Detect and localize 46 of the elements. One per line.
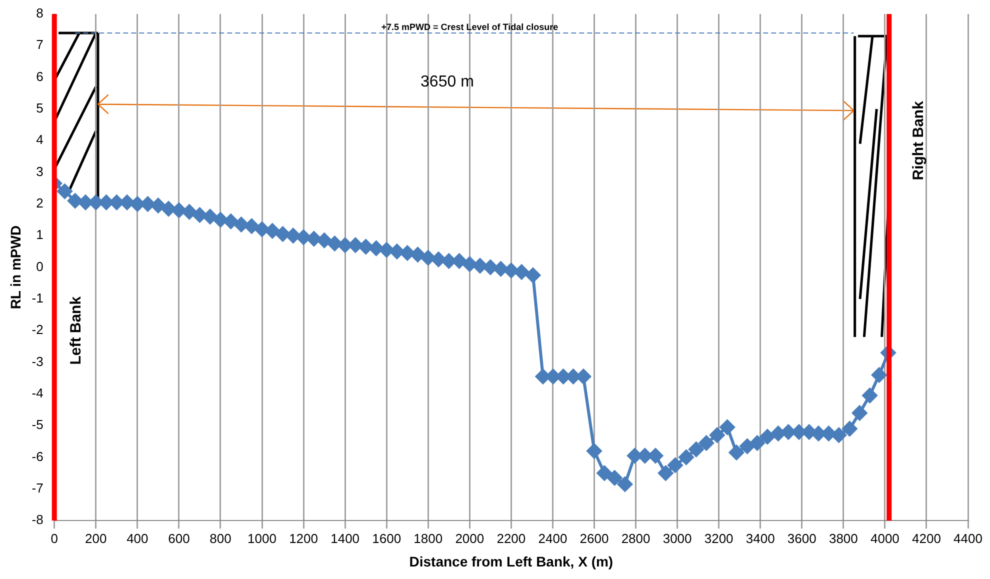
x-tick-label: 1200 <box>289 530 318 546</box>
y-tick-label: 7 <box>36 37 44 52</box>
x-tick-label: 1000 <box>248 530 276 546</box>
x-tick-label: 3400 <box>746 530 775 546</box>
y-axis-title: RL in mPWD <box>7 225 24 310</box>
y-tick-label: -6 <box>32 448 44 464</box>
x-tick-label: 400 <box>126 530 148 546</box>
x-axis-title: Distance from Left Bank, X (m) <box>409 553 614 570</box>
y-tick-label: 2 <box>36 196 44 211</box>
x-tick-label: 4200 <box>912 530 941 546</box>
y-tick-label: -2 <box>32 322 44 338</box>
y-tick-label: -8 <box>32 512 44 528</box>
x-tick-label: 1400 <box>330 530 360 546</box>
ref-line-label: +7.5 mPWD = Crest Level of Tidal closure <box>381 22 558 32</box>
x-tick-label: 0 <box>50 530 58 546</box>
x-tick-label: 2000 <box>455 530 484 546</box>
y-tick-label: -1 <box>32 290 44 306</box>
y-tick-label: 4 <box>36 132 44 148</box>
y-tick-label: 6 <box>36 68 44 84</box>
ref-line-label: Right Bank <box>910 100 928 180</box>
x-tick-label: 2600 <box>580 530 609 546</box>
x-tick-label: 4000 <box>870 530 900 546</box>
x-tick-label: 2400 <box>538 530 568 546</box>
y-tick-label: 1 <box>36 227 44 242</box>
x-tick-label: 3000 <box>662 530 692 546</box>
x-tick-label: 200 <box>85 530 107 546</box>
x-tick-label: 3200 <box>704 530 734 546</box>
y-tick-label: -7 <box>32 480 44 496</box>
y-tick-label: 0 <box>36 258 44 274</box>
x-tick-label: 3600 <box>787 530 816 546</box>
x-tick-label: 600 <box>168 530 190 546</box>
x-tick-label: 2800 <box>621 530 650 546</box>
x-tick-label: 800 <box>210 530 232 546</box>
y-tick-label: -4 <box>32 386 44 401</box>
ref-line-label: Left Bank <box>68 296 84 365</box>
annotation: 3650 m <box>420 73 474 90</box>
y-tick-label: 5 <box>36 100 44 116</box>
y-tick-label: -5 <box>32 417 44 432</box>
y-tick-label: 8 <box>36 6 44 21</box>
y-tick-label: -3 <box>32 354 44 369</box>
y-tick-label: 3 <box>36 164 44 179</box>
x-tick-label: 3800 <box>828 530 858 546</box>
x-tick-label: 4400 <box>954 530 982 546</box>
x-tick-label: 1600 <box>372 530 402 546</box>
x-tick-label: 2200 <box>496 530 526 546</box>
x-tick-label: 1800 <box>414 530 443 546</box>
